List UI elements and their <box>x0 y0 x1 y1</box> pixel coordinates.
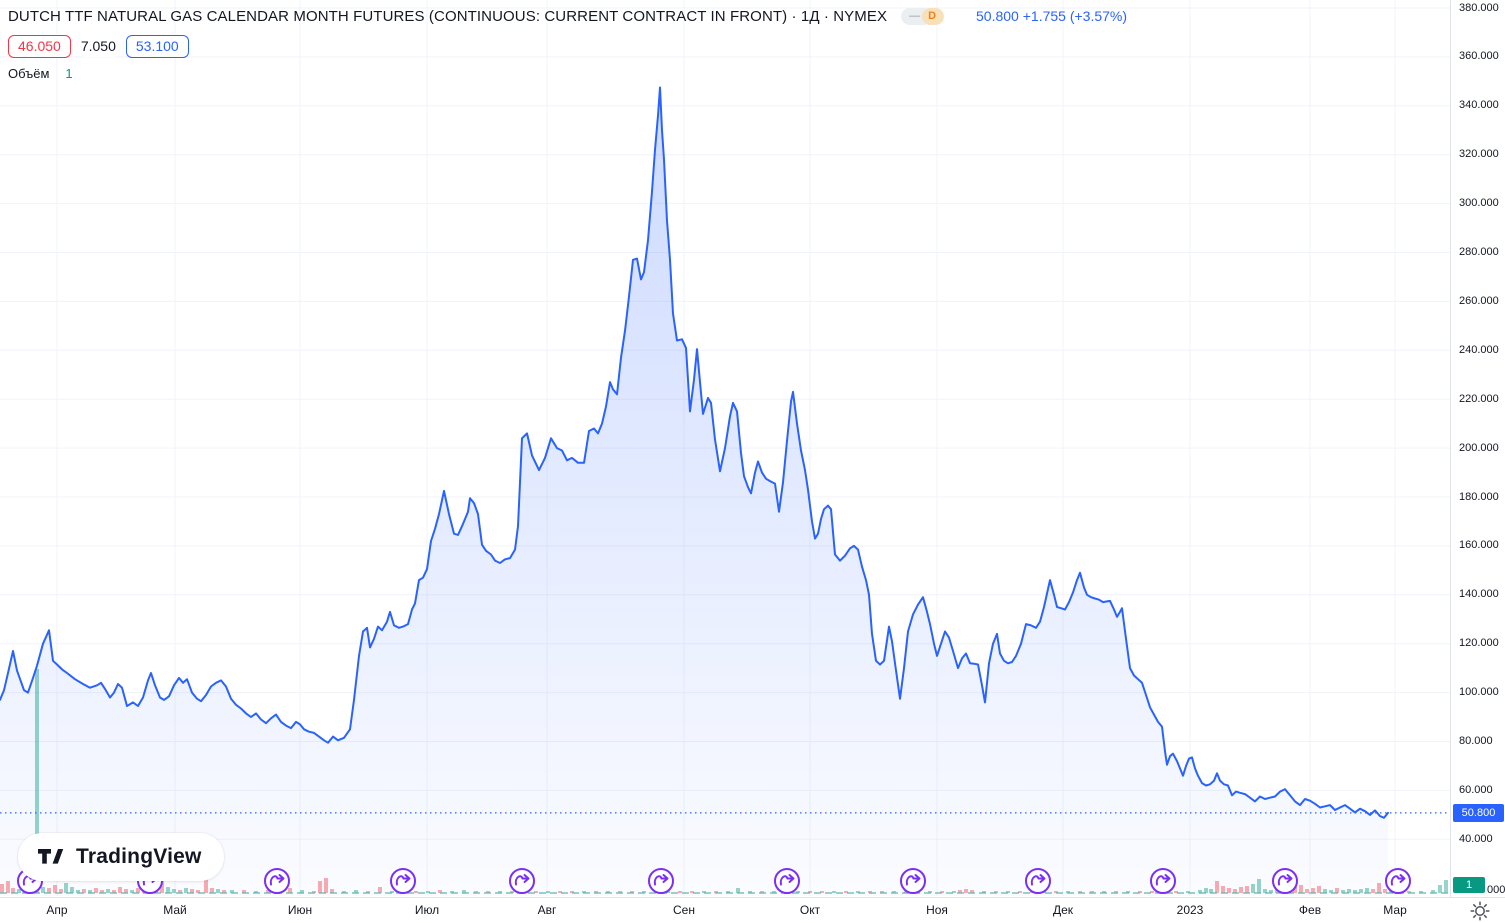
time-axis-label: Сен <box>673 903 695 917</box>
tradingview-logo[interactable]: TradingView <box>18 833 224 881</box>
collapse-dash-icon[interactable]: — <box>901 7 927 25</box>
volume-value: 1 <box>65 66 73 81</box>
time-axis-label: Авг <box>537 903 557 917</box>
contract-rollover-markers <box>17 868 1411 894</box>
contract-rollover-icon[interactable] <box>509 868 535 894</box>
contract-rollover-icon[interactable] <box>1150 868 1176 894</box>
price-axis-label: 160.000 <box>1459 539 1499 552</box>
price-axis-label: 100.000 <box>1459 686 1499 699</box>
time-axis-label: Фев <box>1298 903 1322 917</box>
contract-rollover-icon[interactable] <box>1272 868 1298 894</box>
volume-axis-label-fragment: 000 <box>1487 884 1505 896</box>
time-axis-label: Ноя <box>926 903 948 917</box>
last-price-badge: 50.800 <box>1453 803 1504 822</box>
time-axis-label: Июн <box>287 903 313 917</box>
price-axis-label: 280.000 <box>1459 246 1499 258</box>
price-axis-label: 360.000 <box>1459 50 1499 63</box>
contract-rollover-icon[interactable] <box>900 868 926 894</box>
price-axis-label: 300.000 <box>1459 197 1499 210</box>
range-high-box[interactable]: 53.100 <box>125 35 189 58</box>
contract-rollover-icon[interactable] <box>1385 868 1411 894</box>
time-axis-label: Апр <box>46 903 68 917</box>
time-axis-label: Мар <box>1383 903 1407 917</box>
contract-rollover-icon[interactable] <box>1025 868 1051 894</box>
contract-rollover-icon[interactable] <box>648 868 674 894</box>
price-axis-label: 320.000 <box>1459 148 1499 161</box>
time-axis-label: 2023 <box>1176 903 1204 917</box>
time-axis-label: Май <box>163 903 187 917</box>
contract-rollover-icon[interactable] <box>774 868 800 894</box>
time-axis-label: Окт <box>799 903 821 917</box>
range-values-row: 46.050 7.050 53.100 <box>8 35 1127 58</box>
time-axis[interactable]: Апр Май Июн Июл Авг Сен Окт Ноя Дек 2023 Фев Мар <box>0 897 1505 923</box>
time-axis-label: Июл <box>414 903 440 917</box>
price-axis-label: 220.000 <box>1459 392 1499 405</box>
price-axis-label: 80.000 <box>1459 735 1493 747</box>
daily-interval-letter[interactable]: D <box>922 7 945 25</box>
symbol-title[interactable]: DUTCH TTF NATURAL GAS CALENDAR MONTH FUT… <box>8 7 888 25</box>
range-diff-value: 7.050 <box>78 36 118 57</box>
price-axis-label: 200.000 <box>1459 441 1499 454</box>
chart-legend: DUTCH TTF NATURAL GAS CALENDAR MONTH FUT… <box>8 6 1127 81</box>
contract-rollover-icon[interactable] <box>264 868 290 894</box>
time-axis-label: Дек <box>1052 903 1074 917</box>
price-axis-label: 60.000 <box>1459 783 1493 796</box>
price-axis[interactable]: 50.800 1 000 380.000 360.000 340.000 320.00… <box>1450 0 1505 897</box>
volume-axis-badge: 1 <box>1453 877 1485 893</box>
price-axis-label: 140.000 <box>1459 588 1499 601</box>
interval-badge[interactable]: — D <box>901 7 945 25</box>
price-axis-label: 340.000 <box>1459 99 1499 112</box>
last-price-change: 50.800 +1.755 (+3.57%) <box>976 8 1128 24</box>
price-axis-label: 120.000 <box>1459 637 1499 650</box>
price-line-series <box>0 86 1389 819</box>
tradingview-logo-icon <box>38 849 64 864</box>
area-series-fill <box>0 87 1388 896</box>
price-axis-label: 180.000 <box>1459 490 1499 503</box>
tradingview-logo-text: TradingView <box>76 845 202 868</box>
price-axis-label: 380.000 <box>1459 1 1499 14</box>
theme-sun-icon[interactable] <box>1469 900 1491 922</box>
volume-label[interactable]: Объём <box>8 66 50 81</box>
price-axis-label: 240.000 <box>1459 343 1499 356</box>
price-axis-label: 40.000 <box>1459 832 1493 845</box>
price-axis-label: 260.000 <box>1459 294 1499 307</box>
volume-legend-row: Объём 1 <box>8 66 1127 81</box>
contract-rollover-icon[interactable] <box>390 868 416 894</box>
range-low-box[interactable]: 46.050 <box>8 35 71 58</box>
